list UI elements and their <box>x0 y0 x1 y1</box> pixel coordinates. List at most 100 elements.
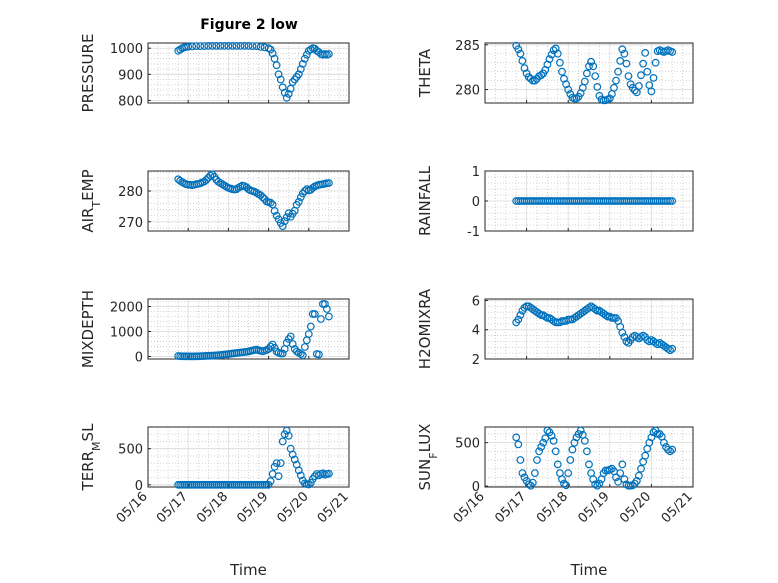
data-point <box>593 82 602 91</box>
data-point <box>284 89 293 98</box>
data-point <box>325 179 333 187</box>
data-point <box>610 83 618 92</box>
data-point <box>637 464 645 473</box>
data-point <box>315 350 323 359</box>
data-point <box>278 222 287 231</box>
data-point <box>296 65 305 73</box>
data-point <box>664 197 672 205</box>
data-point <box>666 346 674 355</box>
data-point <box>576 426 585 435</box>
data-point <box>298 60 307 68</box>
data-point <box>270 343 279 352</box>
data-point <box>651 58 660 67</box>
x-tick-label: 05/16 <box>451 489 488 526</box>
data-point <box>641 49 650 57</box>
y-tick-label: 1000 <box>110 42 143 57</box>
data-point <box>218 180 227 189</box>
data-point <box>533 456 541 464</box>
data-point <box>653 430 662 438</box>
data-point <box>541 312 550 321</box>
axes-box <box>484 42 694 104</box>
data-point <box>614 67 622 76</box>
data-point <box>228 42 237 50</box>
data-point <box>272 61 281 70</box>
data-point <box>323 305 331 313</box>
axes-box <box>484 298 694 360</box>
data-point <box>288 340 297 348</box>
data-point <box>639 59 647 68</box>
data-point <box>543 314 552 322</box>
data-point <box>204 42 213 50</box>
data-point <box>568 445 577 454</box>
data-point <box>514 315 523 324</box>
data-point <box>612 76 620 85</box>
data-point <box>583 69 591 78</box>
data-point <box>635 471 643 480</box>
data-point <box>224 42 233 50</box>
data-point <box>200 42 209 50</box>
data-point <box>622 59 631 68</box>
data-point <box>321 300 329 308</box>
data-point <box>308 183 317 192</box>
data-point <box>551 447 560 456</box>
data-point <box>620 475 629 484</box>
data-point <box>647 87 656 96</box>
panel-theta: 280 285 THETA <box>416 39 694 105</box>
x-tick-label: 05/17 <box>492 489 529 526</box>
y-tick-label: 800 <box>118 94 143 109</box>
y-tick-label: 1 <box>472 165 480 180</box>
data-point <box>620 333 629 341</box>
data-point <box>282 93 291 102</box>
data-point <box>564 85 573 94</box>
y-axis-label: RAINFALL <box>416 165 434 236</box>
data-point <box>252 42 261 50</box>
data-point <box>553 49 562 58</box>
data-point <box>580 437 589 445</box>
data-point <box>310 310 319 318</box>
data-point <box>298 351 307 360</box>
data-point <box>641 451 650 460</box>
data-point <box>256 43 265 51</box>
data-point <box>622 337 631 346</box>
data-point <box>591 305 600 314</box>
y-axis-label: THETA <box>416 48 434 98</box>
y-tick-label: 4 <box>472 324 480 339</box>
data-point <box>585 62 593 71</box>
y-tick-label: 285 <box>455 39 480 54</box>
data-point <box>516 311 525 320</box>
data-point <box>294 466 303 475</box>
data-point <box>616 469 625 478</box>
data-point <box>266 198 275 207</box>
y-axis-label: SUNFLUX <box>416 424 440 491</box>
data-point <box>593 481 602 490</box>
data-point <box>516 456 525 464</box>
data-point <box>549 437 558 445</box>
y-axis-label: PRESSURE <box>79 34 97 113</box>
data-point <box>276 75 285 84</box>
axes-box <box>484 426 694 488</box>
data-point <box>518 469 527 478</box>
data-point <box>630 86 639 95</box>
data-point <box>528 478 537 487</box>
data-point <box>280 88 289 97</box>
data-point <box>325 469 333 478</box>
data-point <box>294 70 303 79</box>
data-point <box>270 462 279 471</box>
data-point <box>639 331 647 340</box>
y-tick-label: 0 <box>135 351 143 366</box>
data-point <box>562 481 570 490</box>
data-point <box>274 472 283 481</box>
data-point <box>668 344 677 353</box>
data-point <box>272 211 281 220</box>
data-point <box>589 62 598 71</box>
data-point <box>666 197 674 205</box>
panel-pressure: 800 900 1000 PRESSURE <box>79 34 350 113</box>
data-point <box>608 314 616 322</box>
data-point <box>248 42 257 50</box>
data-point <box>188 42 197 51</box>
x-tick-label: 05/20 <box>617 489 654 526</box>
data-point <box>618 328 627 337</box>
x-axis-label: Time <box>229 561 267 579</box>
data-point <box>325 50 333 58</box>
data-point <box>306 322 315 331</box>
